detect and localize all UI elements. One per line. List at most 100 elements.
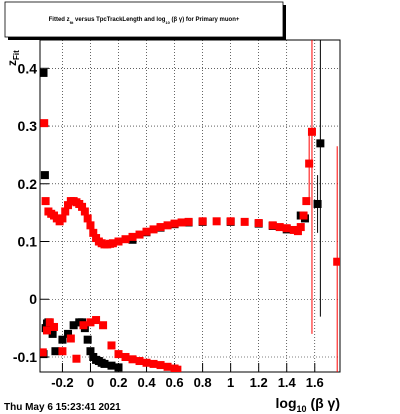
text-part: (β γ) for Primary muon+ xyxy=(170,17,240,23)
data-point xyxy=(61,207,70,216)
data-point xyxy=(240,217,249,226)
text-part: z xyxy=(5,60,19,66)
data-point xyxy=(114,237,123,246)
data-point xyxy=(107,341,116,350)
data-point xyxy=(156,361,165,370)
data-point xyxy=(100,359,109,368)
plot-frame xyxy=(39,39,341,373)
y-tick-label: -0.1 xyxy=(13,349,37,365)
data-point xyxy=(86,318,95,327)
data-point xyxy=(296,223,305,232)
data-point xyxy=(128,355,137,364)
data-point xyxy=(79,321,88,330)
data-point xyxy=(212,217,221,226)
data-point xyxy=(58,335,67,344)
subscript: fit xyxy=(70,20,74,25)
data-point xyxy=(40,68,48,77)
data-point xyxy=(268,221,277,230)
data-point xyxy=(313,199,322,208)
data-point xyxy=(135,230,144,239)
data-point xyxy=(333,257,340,266)
x-tick-label: 1.4 xyxy=(278,375,297,390)
data-point xyxy=(305,159,314,168)
data-point xyxy=(163,221,172,230)
data-point xyxy=(40,119,49,128)
x-tick-label: 0.8 xyxy=(194,375,212,390)
data-point xyxy=(307,127,316,136)
y-tick-label: 0 xyxy=(29,291,37,307)
data-point xyxy=(43,326,52,335)
data-point xyxy=(142,227,151,236)
data-point xyxy=(40,348,47,357)
y-tick-label: 0.2 xyxy=(18,176,38,192)
subscript: Fit xyxy=(12,50,21,60)
subscript: 10 xyxy=(165,20,170,25)
data-point xyxy=(299,211,308,220)
y-axis-label: zFit xyxy=(5,50,21,66)
data-point xyxy=(226,217,235,226)
text-part: Fitted z xyxy=(49,17,70,23)
x-tick-label: 0.2 xyxy=(109,375,127,390)
data-point xyxy=(142,358,151,367)
x-tick-label: 0 xyxy=(87,375,94,390)
data-point xyxy=(121,352,130,361)
data-point xyxy=(64,201,73,210)
chart-title: Fitted zfit versus TpcTrackLength and lo… xyxy=(49,17,240,25)
data-point xyxy=(289,225,298,234)
y-tick-label: 0.3 xyxy=(18,118,38,134)
data-point xyxy=(275,223,284,232)
data-point xyxy=(40,171,49,180)
data-point xyxy=(114,363,123,372)
data-point xyxy=(107,361,116,370)
data-point xyxy=(316,139,325,148)
data-point xyxy=(80,207,89,216)
data-point xyxy=(51,347,60,356)
data-point xyxy=(198,217,207,226)
data-point xyxy=(41,197,50,206)
data-point xyxy=(282,224,291,233)
x-tick-label: 0.6 xyxy=(166,375,184,390)
data-point xyxy=(83,335,92,344)
data-point xyxy=(83,214,92,223)
data-point xyxy=(48,329,57,338)
x-axis-label: log10 (β γ) xyxy=(276,395,340,414)
y-tick-label: 0.4 xyxy=(18,60,38,76)
data-point xyxy=(89,228,98,237)
data-point xyxy=(58,214,67,223)
data-point xyxy=(170,219,179,228)
data-point xyxy=(64,329,73,338)
data-point xyxy=(78,202,87,211)
data-point xyxy=(58,347,67,356)
text-part: versus TpcTrackLength and log xyxy=(73,17,165,23)
data-point xyxy=(86,347,95,356)
data-point xyxy=(302,197,311,206)
data-point xyxy=(45,318,54,327)
data-point xyxy=(156,223,165,232)
data-point xyxy=(121,235,130,244)
data-point xyxy=(108,239,117,248)
data-point xyxy=(99,321,108,330)
data-point xyxy=(92,316,101,325)
x-tick-label: 1.6 xyxy=(306,375,324,390)
subscript: 10 xyxy=(297,404,307,414)
data-point xyxy=(149,359,158,368)
x-tick-label: 1 xyxy=(227,375,234,390)
data-point xyxy=(184,217,193,226)
data-point xyxy=(114,350,123,359)
plot-area xyxy=(40,40,340,372)
x-tick-label: 1.2 xyxy=(250,375,268,390)
title-box xyxy=(4,1,284,38)
y-tick-label: 0.1 xyxy=(18,234,38,250)
data-point xyxy=(135,357,144,366)
data-point xyxy=(177,218,186,227)
x-tick-label: 0.4 xyxy=(138,375,157,390)
data-point xyxy=(254,219,263,228)
data-point xyxy=(50,322,59,331)
data-point xyxy=(66,334,75,343)
text-part: log xyxy=(276,395,297,411)
text-part: (β γ) xyxy=(307,395,340,411)
data-point xyxy=(149,225,158,234)
data-point xyxy=(72,354,81,363)
